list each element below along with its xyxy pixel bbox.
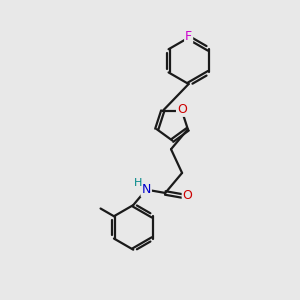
Text: F: F xyxy=(185,30,192,43)
Text: N: N xyxy=(142,183,151,196)
Text: O: O xyxy=(183,190,193,202)
Text: H: H xyxy=(134,178,142,188)
Text: O: O xyxy=(177,103,187,116)
